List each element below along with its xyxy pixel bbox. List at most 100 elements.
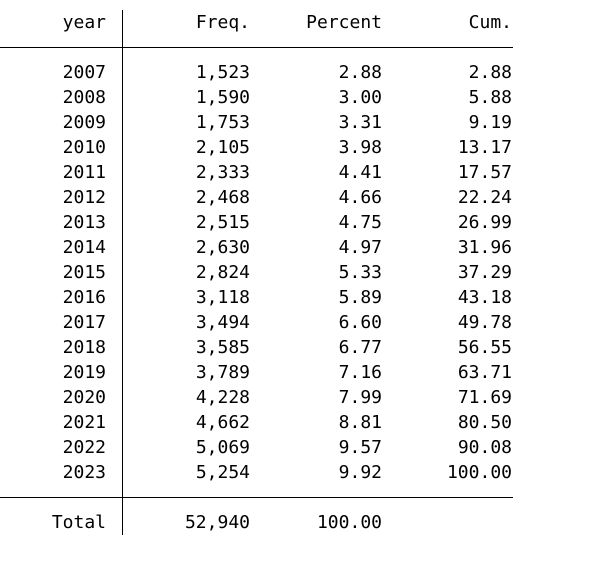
percent-cell: 2.88: [338, 62, 382, 83]
table-row: 2010 2,105 3.98 13.17: [0, 135, 513, 160]
freq-cell: 5,069: [195, 437, 250, 458]
year-cell: 2017: [0, 310, 123, 335]
percent-cell: 3.31: [338, 112, 382, 133]
cum-cell: 13.17: [457, 137, 512, 158]
freq-cell: 2,630: [195, 237, 250, 258]
year-cell: 2015: [0, 260, 123, 285]
column-header-year: year: [0, 10, 123, 35]
percent-cell: 7.99: [338, 387, 382, 408]
freq-cell: 1,523: [195, 62, 250, 83]
cum-cell: 2.88: [468, 62, 512, 83]
percent-cell: 8.81: [338, 412, 382, 433]
freq-cell: 2,333: [195, 162, 250, 183]
cum-cell: 26.99: [457, 212, 512, 233]
table-row: 2013 2,515 4.75 26.99: [0, 210, 513, 235]
cum-cell: 17.57: [457, 162, 512, 183]
table-row: 2023 5,254 9.92 100.00: [0, 460, 513, 485]
table-row: 2012 2,468 4.66 22.24: [0, 185, 513, 210]
year-cell: 2022: [0, 435, 123, 460]
year-cell: 2008: [0, 85, 123, 110]
freq-cell: 2,105: [195, 137, 250, 158]
year-cell: 2011: [0, 160, 123, 185]
freq-cell: 2,468: [195, 187, 250, 208]
freq-cell: 3,585: [195, 337, 250, 358]
cum-cell: 5.88: [468, 87, 512, 108]
column-header-cum: Cum.: [468, 12, 512, 33]
freq-cell: 3,494: [195, 312, 250, 333]
total-cum-cell: [382, 510, 512, 535]
freq-cell: 1,590: [195, 87, 250, 108]
year-cell: 2014: [0, 235, 123, 260]
percent-cell: 6.60: [338, 312, 382, 333]
column-header-percent: Percent: [306, 12, 382, 33]
header-separator: [0, 35, 513, 60]
table-row: 2019 3,789 7.16 63.71: [0, 360, 513, 385]
year-cell: 2016: [0, 285, 123, 310]
horizontal-rule: [0, 47, 513, 48]
percent-cell: 4.75: [338, 212, 382, 233]
table-header-row: year Freq. Percent Cum.: [0, 10, 513, 35]
cum-cell: 9.19: [468, 112, 512, 133]
column-header-freq: Freq.: [195, 12, 250, 33]
year-cell: 2007: [0, 60, 123, 85]
cum-cell: 100.00: [446, 462, 512, 483]
percent-cell: 9.57: [338, 437, 382, 458]
freq-cell: 4,228: [195, 387, 250, 408]
percent-cell: 9.92: [338, 462, 382, 483]
year-cell: 2021: [0, 410, 123, 435]
year-cell: 2012: [0, 185, 123, 210]
cum-cell: 31.96: [457, 237, 512, 258]
percent-cell: 4.97: [338, 237, 382, 258]
table-row: 2009 1,753 3.31 9.19: [0, 110, 513, 135]
year-cell: 2023: [0, 460, 123, 485]
table-row: 2021 4,662 8.81 80.50: [0, 410, 513, 435]
total-row: Total 52,940 100.00: [0, 510, 513, 535]
cum-cell: 22.24: [457, 187, 512, 208]
year-cell: 2018: [0, 335, 123, 360]
freq-cell: 2,824: [195, 262, 250, 283]
freq-cell: 4,662: [195, 412, 250, 433]
freq-cell: 5,254: [195, 462, 250, 483]
freq-cell: 2,515: [195, 212, 250, 233]
percent-cell: 4.66: [338, 187, 382, 208]
total-separator: [0, 485, 513, 510]
cum-cell: 80.50: [457, 412, 512, 433]
freq-cell: 1,753: [195, 112, 250, 133]
table-row: 2022 5,069 9.57 90.08: [0, 435, 513, 460]
percent-cell: 5.89: [338, 287, 382, 308]
percent-cell: 3.98: [338, 137, 382, 158]
cum-cell: 37.29: [457, 262, 512, 283]
table-body: 2007 1,523 2.88 2.88 2008 1,590 3.00 5.88 2009 1,…: [0, 60, 513, 485]
frequency-table: year Freq. Percent Cum. 2007 1,523 2.88 2.8…: [0, 10, 513, 535]
table-row: 2016 3,118 5.89 43.18: [0, 285, 513, 310]
table-row: 2017 3,494 6.60 49.78: [0, 310, 513, 335]
year-cell: 2020: [0, 385, 123, 410]
cum-cell: 63.71: [457, 362, 512, 383]
percent-cell: 6.77: [338, 337, 382, 358]
horizontal-rule: [0, 497, 513, 498]
percent-cell: 5.33: [338, 262, 382, 283]
table-row: 2020 4,228 7.99 71.69: [0, 385, 513, 410]
year-cell: 2013: [0, 210, 123, 235]
percent-cell: 7.16: [338, 362, 382, 383]
freq-cell: 3,789: [195, 362, 250, 383]
table-row: 2007 1,523 2.88 2.88: [0, 60, 513, 85]
freq-cell: 3,118: [195, 287, 250, 308]
cum-cell: 43.18: [457, 287, 512, 308]
table-row: 2014 2,630 4.97 31.96: [0, 235, 513, 260]
total-percent-cell: 100.00: [316, 512, 382, 533]
total-label-cell: Total: [0, 510, 123, 535]
percent-cell: 4.41: [338, 162, 382, 183]
cum-cell: 71.69: [457, 387, 512, 408]
total-freq-cell: 52,940: [184, 512, 250, 533]
year-cell: 2019: [0, 360, 123, 385]
cum-cell: 56.55: [457, 337, 512, 358]
table-row: 2018 3,585 6.77 56.55: [0, 335, 513, 360]
table-row: 2011 2,333 4.41 17.57: [0, 160, 513, 185]
year-cell: 2009: [0, 110, 123, 135]
table-row: 2008 1,590 3.00 5.88: [0, 85, 513, 110]
table-row: 2015 2,824 5.33 37.29: [0, 260, 513, 285]
cum-cell: 49.78: [457, 312, 512, 333]
cum-cell: 90.08: [457, 437, 512, 458]
year-cell: 2010: [0, 135, 123, 160]
